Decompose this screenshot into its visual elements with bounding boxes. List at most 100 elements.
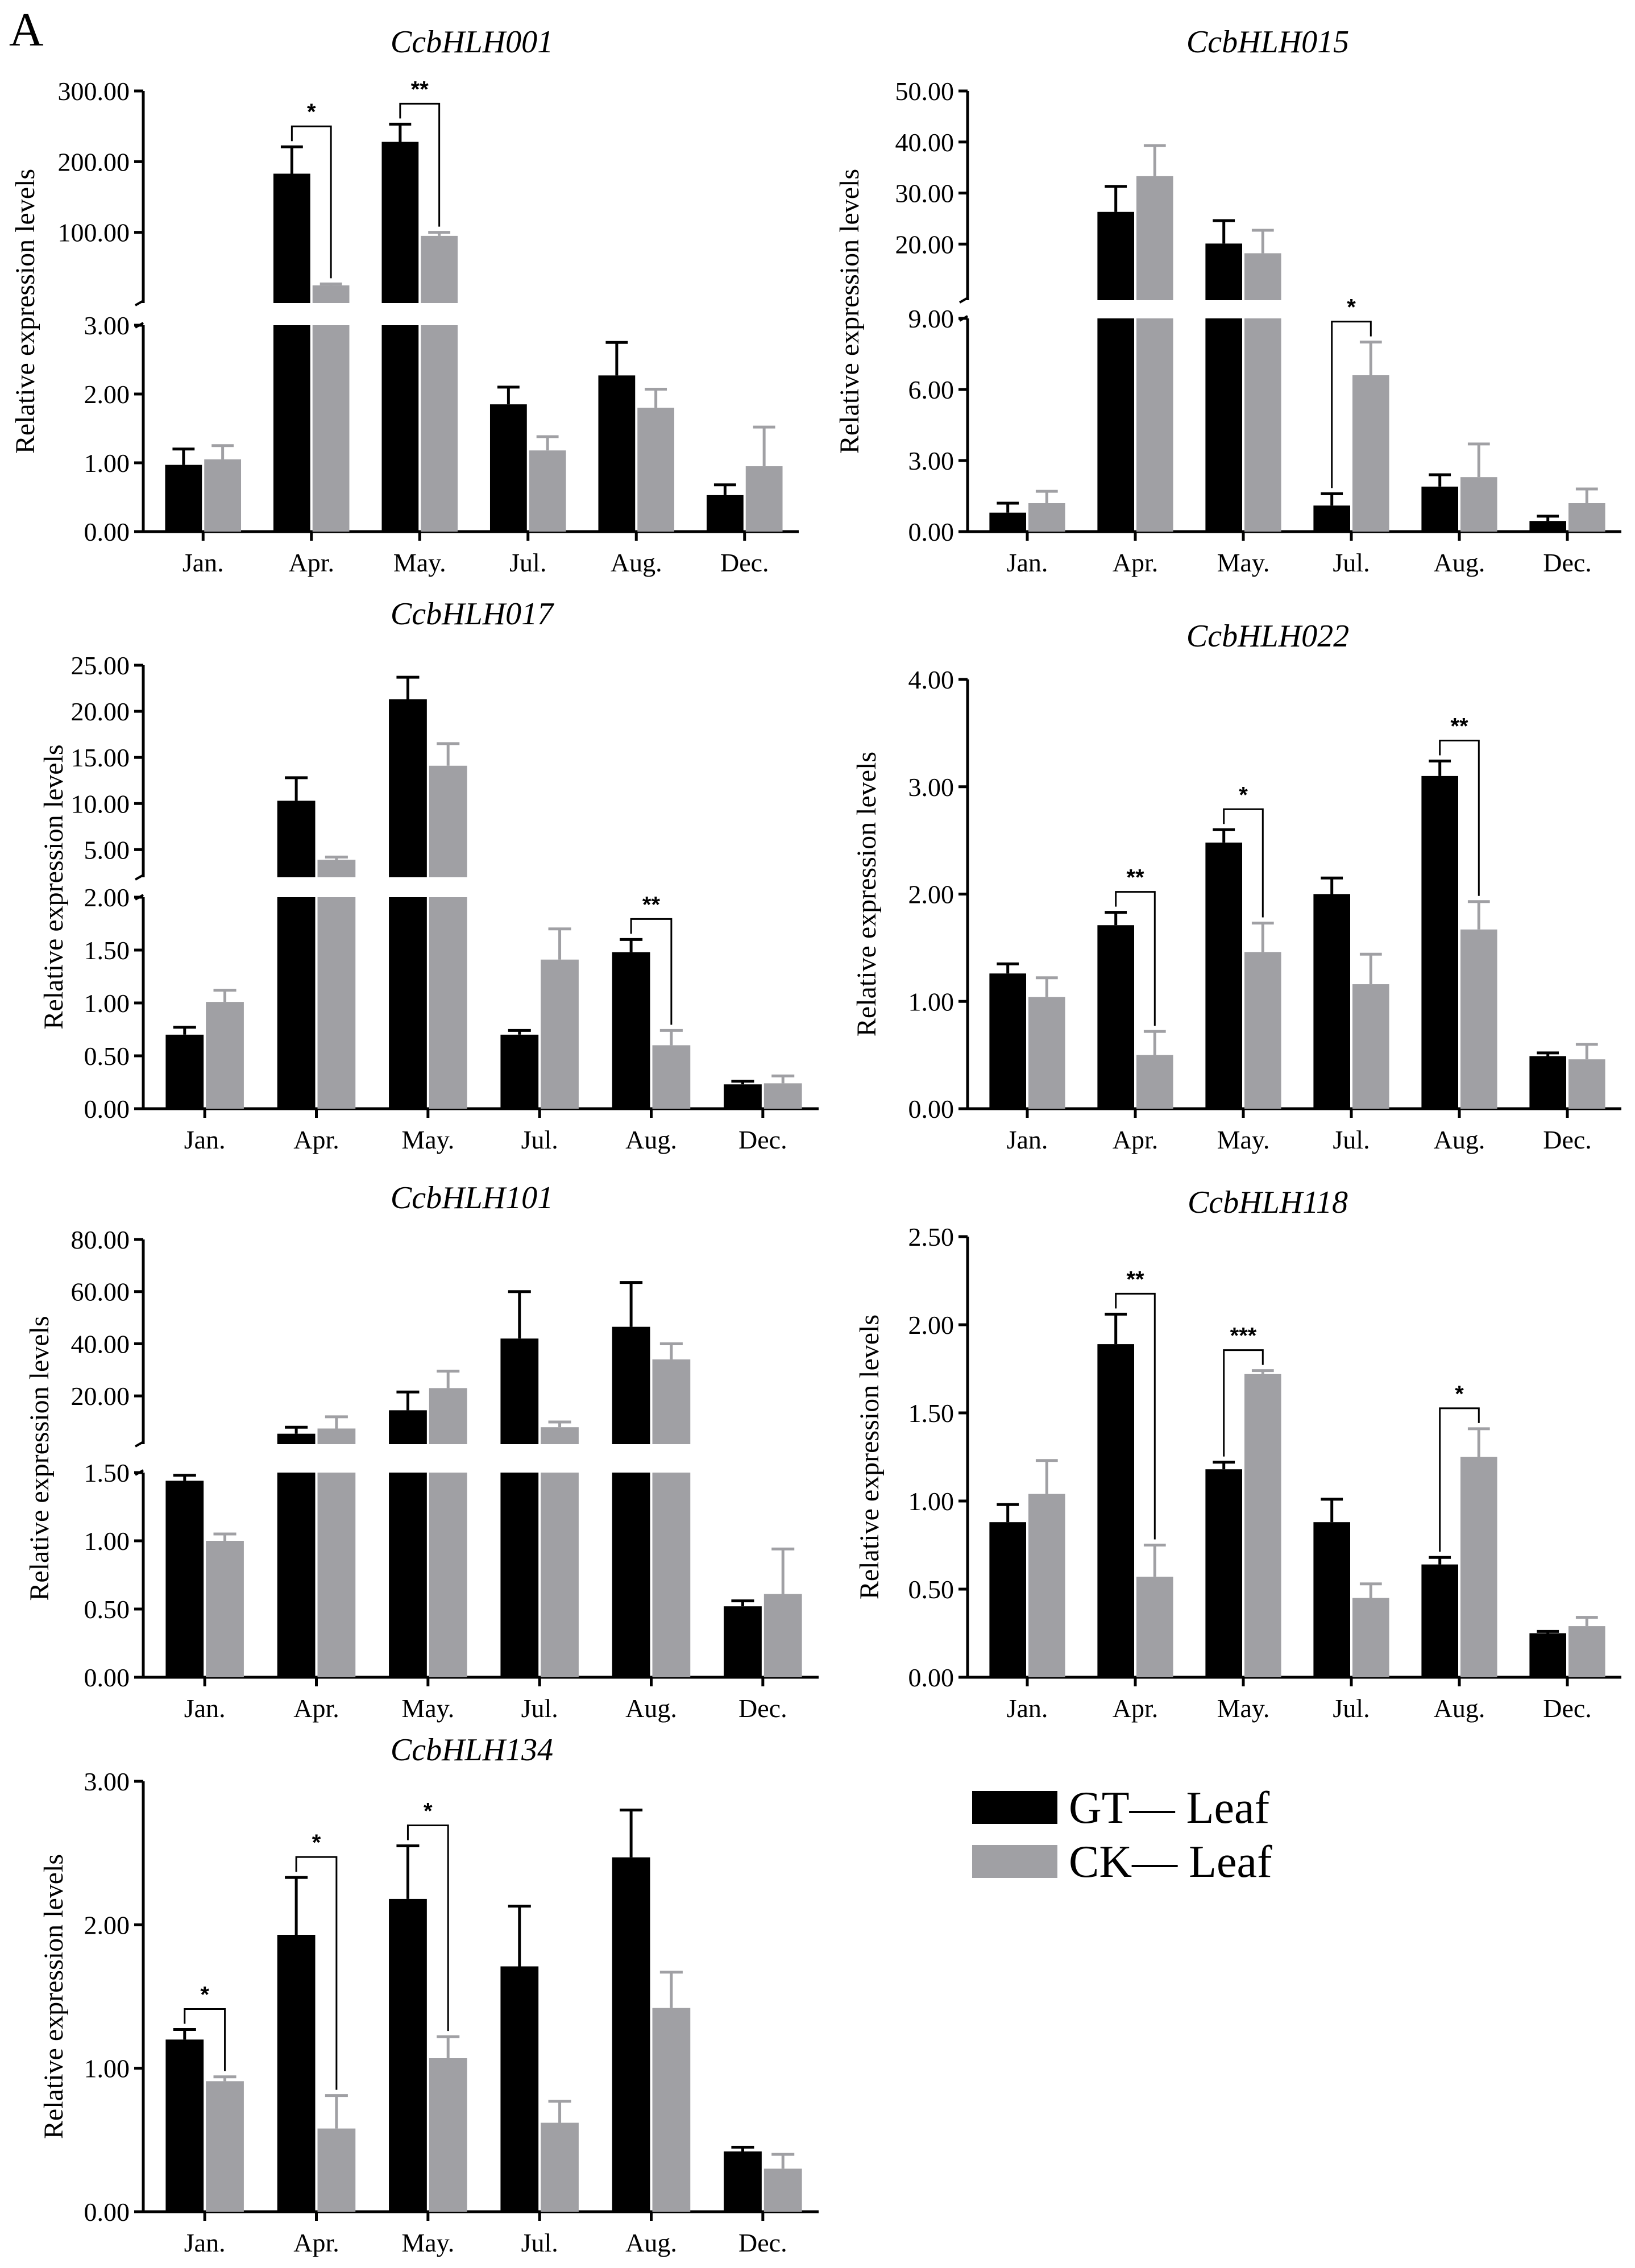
y-tick-label: 3.00: [84, 1767, 130, 1796]
y-tick-label: 2.00: [908, 880, 955, 909]
bar-ck-lower: [541, 1473, 579, 1677]
bar-gt-upper: [277, 801, 316, 877]
bar-gt-lower: [1097, 318, 1134, 532]
significance-label: *: [1239, 782, 1248, 807]
significance-label: **: [1126, 865, 1144, 890]
y-tick-label: 40.00: [895, 128, 955, 157]
x-tick-label: Dec.: [1543, 1694, 1592, 1723]
bar-gt-upper: [389, 1410, 427, 1444]
x-tick-label: Jul.: [509, 548, 546, 577]
panel-label: A: [9, 3, 44, 56]
y-tick-label: 20.00: [71, 1382, 130, 1411]
chart-1: CcbHLH015 Relative expression levels 0.00 3…: [835, 24, 1621, 577]
significance-bracket: [1223, 808, 1264, 918]
bar-gt: [500, 1966, 539, 2212]
significance-label: *: [307, 99, 316, 125]
x-tick-label: Jan.: [1007, 1694, 1048, 1723]
x-tick-label: May.: [1217, 548, 1270, 577]
x-tick-label: Aug.: [611, 548, 662, 577]
x-tick-label: Dec.: [720, 548, 769, 577]
axis-break-mark: [135, 1441, 144, 1448]
x-tick-label: Apr.: [1113, 548, 1159, 577]
y-tick-label: 1.00: [84, 989, 130, 1018]
y-tick-label: 1.00: [84, 1527, 130, 1556]
x-tick-label: Jul.: [521, 1694, 558, 1723]
y-tick-label: 2.00: [908, 1311, 955, 1340]
x-tick-label: Aug.: [625, 2228, 677, 2257]
y-tick-label: 0.50: [84, 1042, 130, 1071]
x-tick-label: May.: [401, 2228, 454, 2257]
significance-label: *: [424, 1799, 433, 1824]
x-tick-label: Aug.: [1434, 548, 1485, 577]
bar-ck: [652, 2008, 691, 2212]
bar-gt: [489, 404, 527, 532]
y-tick-label: 1.00: [908, 987, 955, 1016]
chart-4: CcbHLH101 Relative expression levels 0.00 0…: [24, 1180, 819, 1723]
y-tick-label: 0.00: [908, 1663, 955, 1692]
bar-gt: [1097, 925, 1134, 1109]
charts: CcbHLH001 Relative expression levels 0.00 1…: [10, 24, 1621, 2257]
legend-swatch: [972, 1791, 1057, 1824]
bar-ck: [1244, 1374, 1281, 1677]
bar-ck: [429, 2058, 467, 2212]
y-tick-label: 15.00: [71, 743, 130, 772]
chart-2: CcbHLH017 Relative expression levels 0.00 0…: [39, 596, 819, 1154]
y-axis-label: Relative expression levels: [854, 1315, 885, 1599]
y-tick-label: 20.00: [895, 230, 955, 259]
bar-ck: [1352, 375, 1389, 532]
axis-break-mark: [135, 874, 144, 881]
chart-title: CcbHLH001: [391, 24, 553, 60]
bar-ck: [1568, 503, 1605, 532]
bar-gt: [1421, 776, 1458, 1109]
bar-ck: [652, 1045, 691, 1109]
x-tick-label: Dec.: [1543, 1125, 1592, 1154]
y-tick-label: 0.00: [84, 1094, 130, 1123]
chart-title: CcbHLH101: [391, 1180, 553, 1216]
x-tick-label: May.: [393, 548, 446, 577]
x-tick-label: Jan.: [182, 548, 224, 577]
significance-bracket: [295, 1856, 338, 2090]
bar-gt: [612, 952, 650, 1109]
y-tick-label: 4.00: [908, 665, 955, 694]
legend-swatch: [972, 1845, 1057, 1878]
bar-gt-lower: [612, 1473, 650, 1677]
x-tick-label: Apr.: [289, 548, 335, 577]
bar-ck-upper: [429, 1388, 467, 1444]
y-tick-label: 0.00: [84, 1663, 130, 1692]
y-tick-label: 60.00: [71, 1278, 130, 1307]
bar-gt: [1313, 894, 1350, 1109]
significance-bracket: [184, 2008, 226, 2071]
bar-ck-upper: [541, 1427, 579, 1444]
y-tick-label: 2.00: [84, 883, 130, 912]
y-tick-label: 80.00: [71, 1225, 130, 1254]
bar-gt: [277, 1934, 316, 2212]
bar-gt-lower: [389, 897, 427, 1109]
y-tick-label: 5.00: [84, 835, 130, 864]
bar-ck-lower: [312, 325, 350, 532]
bar-ck-upper: [312, 285, 350, 303]
x-tick-label: Jan.: [1007, 1125, 1048, 1154]
y-tick-label: 0.00: [84, 517, 130, 546]
bar-gt: [500, 1034, 539, 1109]
bar-gt: [989, 973, 1026, 1109]
y-tick-label: 10.00: [71, 789, 130, 818]
chart-title: CcbHLH134: [391, 1732, 553, 1768]
y-tick-label: 200.00: [58, 147, 130, 176]
y-axis-label: Relative expression levels: [835, 169, 865, 454]
bar-ck: [541, 2122, 579, 2212]
bar-ck: [763, 1594, 802, 1677]
y-tick-label: 1.00: [84, 2054, 130, 2083]
x-tick-label: Jan.: [184, 1125, 226, 1154]
x-tick-label: Dec.: [738, 2228, 787, 2257]
x-tick-label: Aug.: [1434, 1694, 1485, 1723]
bar-ck: [1460, 929, 1497, 1109]
axis-break-mark: [959, 297, 968, 304]
bar-gt: [1205, 1469, 1242, 1677]
x-tick-label: Apr.: [1113, 1125, 1159, 1154]
bar-gt-upper: [500, 1338, 539, 1444]
bar-gt: [165, 1034, 204, 1109]
x-tick-label: Apr.: [293, 1125, 339, 1154]
significance-label: **: [642, 892, 661, 917]
y-tick-label: 0.00: [84, 2197, 130, 2226]
bar-gt: [389, 1898, 427, 2212]
